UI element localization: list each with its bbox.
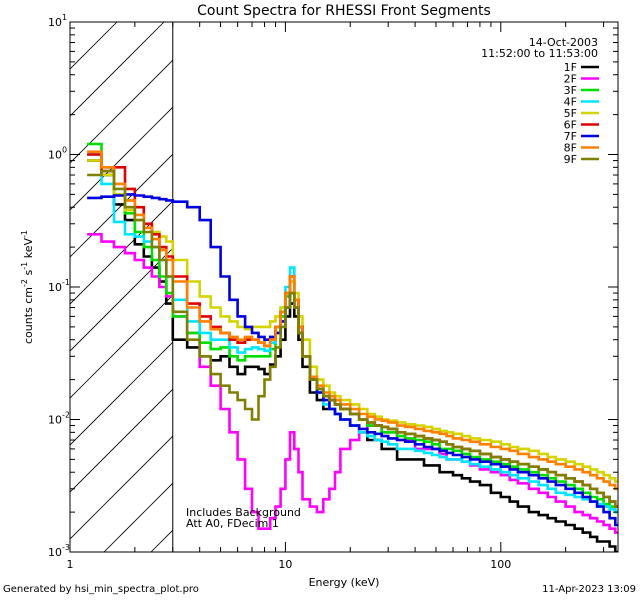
hatch-line bbox=[70, 153, 173, 258]
x-tick-label: 100 bbox=[490, 558, 511, 571]
y-tick-label: 10-2 bbox=[48, 411, 70, 427]
hatch-line bbox=[70, 106, 173, 211]
hatch-lines bbox=[70, 22, 640, 552]
hatch-line bbox=[70, 435, 173, 540]
y-axis-label: counts cm-2 s-1 keV-1 bbox=[20, 230, 35, 344]
legend-label-1F: 1F bbox=[564, 61, 577, 74]
hatch-line bbox=[621, 22, 640, 552]
y-tick-label: 10-3 bbox=[48, 543, 70, 559]
x-tick-label: 10 bbox=[278, 558, 292, 571]
y-tick-label: 101 bbox=[48, 13, 67, 29]
legend-label-9F: 9F bbox=[564, 153, 577, 166]
y-tick-label: 100 bbox=[48, 146, 67, 162]
annotation-background: Includes Background bbox=[186, 506, 301, 519]
hatch-line bbox=[70, 200, 173, 305]
axis-ticks: 1 10 100 101 100 10-1 10-2 10-3 bbox=[48, 13, 618, 571]
chart-title: Count Spectra for RHESSI Front Segments bbox=[197, 3, 491, 19]
hatch-line bbox=[70, 294, 173, 399]
legend-label-3F: 3F bbox=[564, 84, 577, 97]
hatch-line bbox=[70, 59, 173, 164]
hatch-line bbox=[70, 388, 173, 493]
hatch-line bbox=[70, 247, 173, 352]
series-line-8F bbox=[87, 150, 618, 491]
series-line-5F bbox=[87, 159, 618, 483]
legend-label-4F: 4F bbox=[564, 96, 577, 109]
x-tick-label: 1 bbox=[67, 558, 74, 571]
y-tick-label: 10-1 bbox=[48, 278, 70, 294]
hatch-line bbox=[70, 22, 165, 117]
footer-generated-by: Generated by hsi_min_spectra_plot.pro bbox=[3, 584, 199, 595]
hatched-region bbox=[70, 22, 640, 552]
annotation-attenuator: Att A0, FDecim 1 bbox=[186, 517, 279, 530]
x-axis-label: Energy (keV) bbox=[309, 576, 380, 589]
series-line-9F bbox=[87, 169, 618, 508]
legend-label-6F: 6F bbox=[564, 119, 577, 132]
date-label: 14-Oct-2003 bbox=[529, 36, 598, 49]
legend-label-5F: 5F bbox=[564, 107, 577, 120]
footer-timestamp: 11-Apr-2023 13:09 bbox=[542, 584, 636, 595]
legend-label-8F: 8F bbox=[564, 142, 577, 155]
series-group bbox=[87, 142, 618, 552]
legend-label-2F: 2F bbox=[564, 73, 577, 86]
time-range-label: 11:52:00 to 11:53:00 bbox=[481, 47, 598, 60]
series-line-7F bbox=[87, 193, 618, 527]
legend-label-7F: 7F bbox=[564, 130, 577, 143]
